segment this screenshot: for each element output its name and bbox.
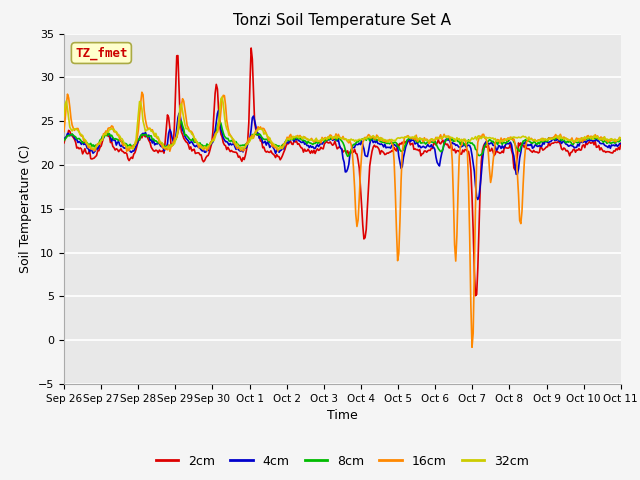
- 2cm: [472, 293, 479, 299]
- 16cm: [399, 140, 407, 146]
- 8cm: [401, 144, 408, 149]
- Line: 32cm: 32cm: [64, 97, 621, 149]
- 32cm: [401, 134, 408, 140]
- 4cm: [617, 141, 625, 146]
- 4cm: [399, 155, 407, 160]
- Line: 8cm: 8cm: [64, 121, 621, 156]
- 8cm: [296, 136, 304, 142]
- 32cm: [238, 146, 246, 152]
- 2cm: [470, 268, 478, 274]
- X-axis label: Time: Time: [327, 409, 358, 422]
- 8cm: [234, 142, 242, 147]
- Line: 16cm: 16cm: [64, 92, 621, 348]
- 8cm: [344, 154, 351, 159]
- 2cm: [234, 151, 241, 156]
- 32cm: [60, 113, 68, 119]
- Text: TZ_fmet: TZ_fmet: [75, 47, 127, 60]
- 8cm: [472, 146, 479, 152]
- 32cm: [234, 143, 242, 149]
- 16cm: [60, 129, 68, 134]
- Line: 4cm: 4cm: [64, 110, 621, 200]
- 32cm: [472, 134, 479, 140]
- 8cm: [177, 118, 185, 124]
- 16cm: [373, 132, 381, 138]
- 4cm: [474, 197, 482, 203]
- 4cm: [234, 147, 242, 153]
- 4cm: [215, 108, 223, 113]
- 32cm: [568, 138, 576, 144]
- 8cm: [374, 137, 381, 143]
- 8cm: [568, 141, 576, 147]
- 2cm: [373, 144, 381, 149]
- Title: Tonzi Soil Temperature Set A: Tonzi Soil Temperature Set A: [234, 13, 451, 28]
- 16cm: [568, 135, 576, 141]
- 4cm: [60, 136, 68, 142]
- 4cm: [373, 138, 381, 144]
- 8cm: [60, 137, 68, 143]
- 2cm: [617, 140, 625, 146]
- 2cm: [296, 143, 304, 149]
- 16cm: [296, 132, 304, 138]
- 16cm: [234, 145, 242, 151]
- 2cm: [568, 149, 576, 155]
- 32cm: [374, 134, 381, 140]
- Legend: 2cm, 4cm, 8cm, 16cm, 32cm: 2cm, 4cm, 8cm, 16cm, 32cm: [150, 450, 534, 473]
- Line: 2cm: 2cm: [64, 48, 621, 296]
- 32cm: [218, 94, 226, 100]
- 2cm: [399, 142, 407, 147]
- 16cm: [138, 89, 146, 95]
- 2cm: [60, 140, 68, 146]
- 4cm: [470, 168, 478, 174]
- 4cm: [296, 138, 304, 144]
- 16cm: [617, 136, 625, 142]
- Y-axis label: Soil Temperature (C): Soil Temperature (C): [19, 144, 33, 273]
- 32cm: [617, 135, 625, 141]
- 2cm: [247, 45, 255, 51]
- 16cm: [472, 203, 479, 209]
- 32cm: [298, 134, 305, 140]
- 8cm: [617, 136, 625, 142]
- 4cm: [568, 143, 576, 149]
- 16cm: [468, 345, 476, 350]
